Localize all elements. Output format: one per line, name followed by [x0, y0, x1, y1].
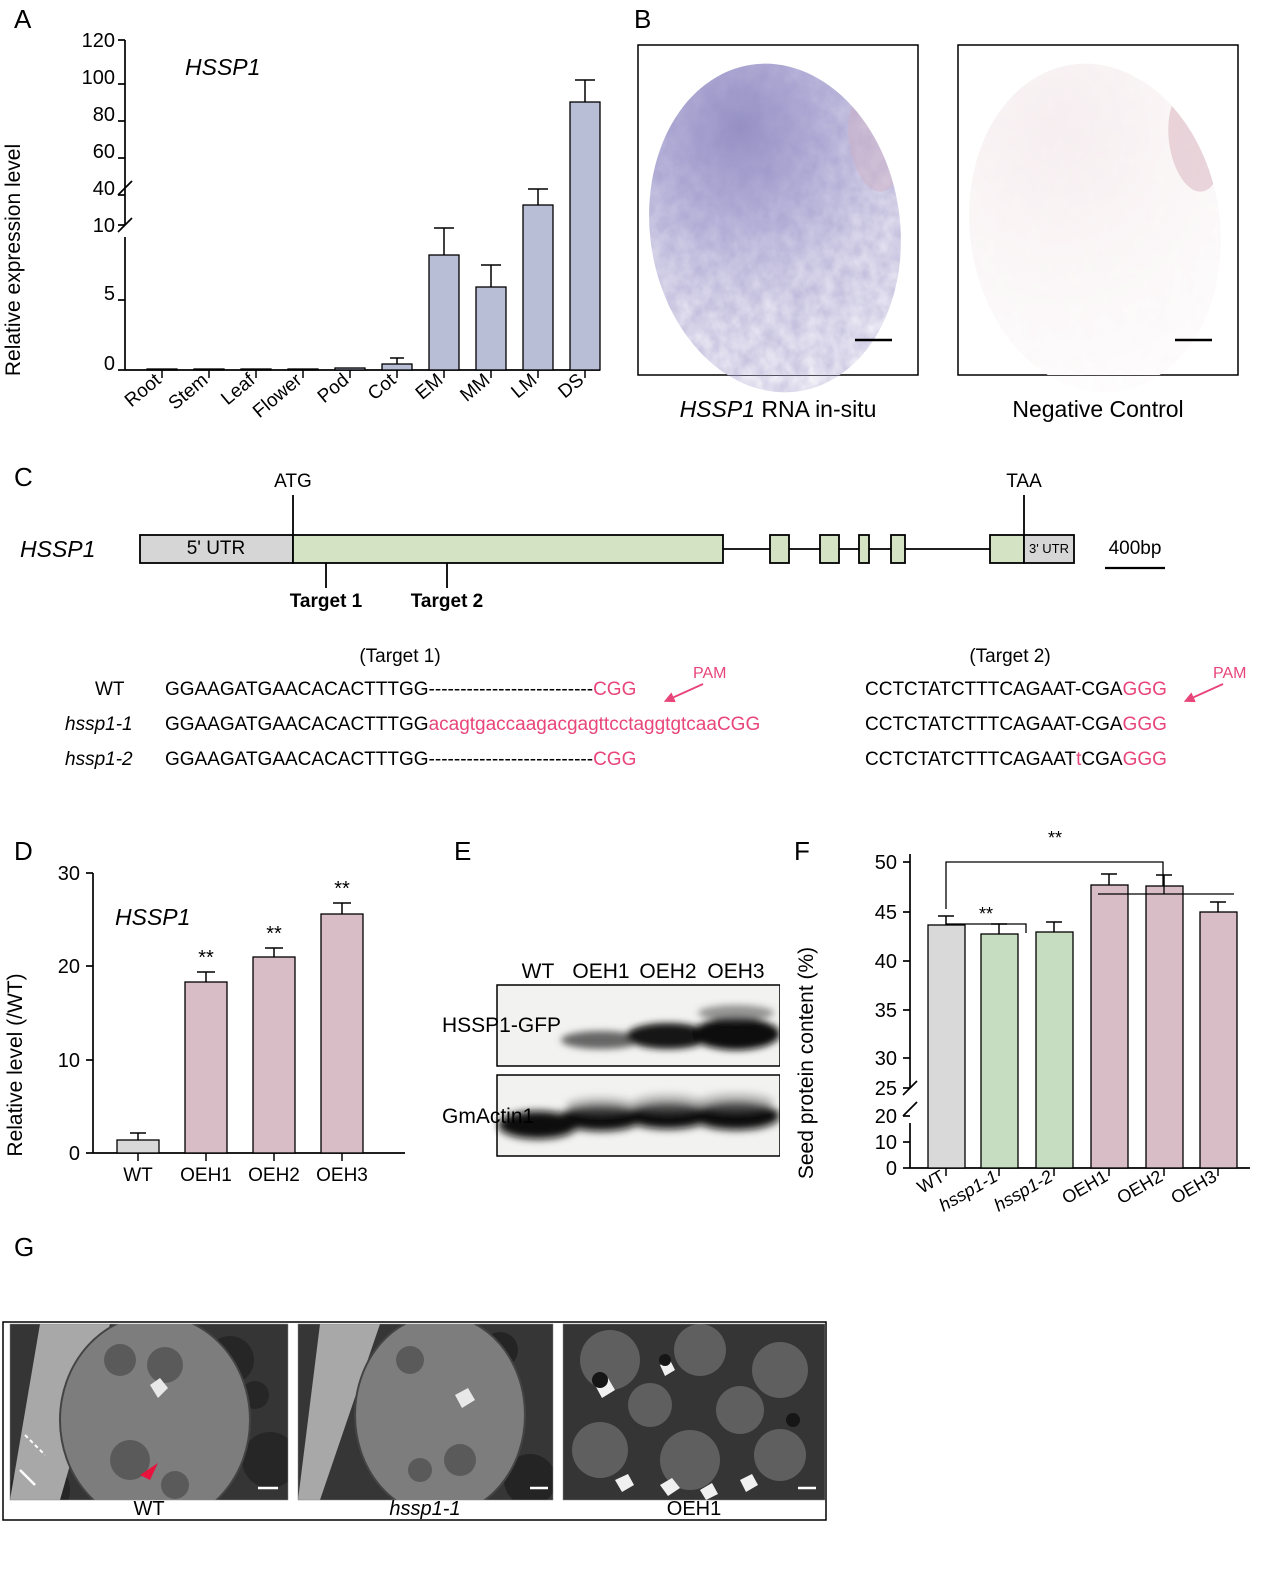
svg-text:Seed protein content (%): Seed protein content (%) — [795, 947, 818, 1179]
svg-text:PAM: PAM — [1213, 665, 1246, 682]
svg-text:WT: WT — [522, 960, 555, 983]
svg-text:Pod: Pod — [314, 370, 353, 408]
svg-text:GGAAGATGAACACACTTTGGacagtgacca: GGAAGATGAACACACTTTGGacagtgaccaagacgagttc… — [165, 714, 760, 735]
svg-text:HSSP1: HSSP1 — [115, 904, 190, 930]
svg-text:10: 10 — [93, 215, 115, 237]
svg-text:Negative Control: Negative Control — [1012, 396, 1183, 422]
svg-text:30: 30 — [58, 863, 80, 885]
svg-text:OEH1: OEH1 — [667, 1498, 721, 1520]
svg-text:PAM: PAM — [693, 665, 726, 682]
svg-text:OEH2: OEH2 — [248, 1165, 300, 1186]
svg-text:OEH1: OEH1 — [180, 1165, 232, 1186]
svg-text:EM: EM — [412, 370, 447, 404]
svg-text:80: 80 — [93, 104, 115, 126]
svg-text:(Target 2): (Target 2) — [969, 646, 1050, 667]
svg-text:0: 0 — [69, 1143, 80, 1165]
svg-text:OEH1: OEH1 — [572, 960, 629, 983]
svg-text:HSSP1: HSSP1 — [185, 54, 260, 80]
svg-text:WT: WT — [95, 679, 125, 700]
svg-text:120: 120 — [82, 30, 115, 52]
svg-text:Relative level (/WT): Relative level (/WT) — [4, 973, 27, 1156]
svg-text:OEH2: OEH2 — [639, 960, 696, 983]
svg-text:10: 10 — [875, 1132, 897, 1154]
svg-text:hssp1-2: hssp1-2 — [65, 749, 133, 770]
svg-text:OEH3: OEH3 — [1168, 1166, 1220, 1208]
svg-text:40: 40 — [93, 178, 115, 200]
svg-text:10: 10 — [58, 1050, 80, 1072]
svg-text:HSSP1-GFP: HSSP1-GFP — [442, 1014, 561, 1037]
svg-text:GGAAGATGAACACACTTTGG----------: GGAAGATGAACACACTTTGG--------------------… — [165, 749, 636, 770]
svg-text:CCTCTATCTTTCAGAAT-CGAGGG: CCTCTATCTTTCAGAAT-CGAGGG — [865, 714, 1167, 735]
svg-text:HSSP1: HSSP1 — [20, 536, 95, 562]
svg-text:hssp1-1: hssp1-1 — [65, 714, 133, 735]
svg-text:45: 45 — [875, 902, 897, 924]
svg-text:0: 0 — [104, 353, 115, 375]
svg-text:Cot: Cot — [364, 369, 401, 405]
svg-text:OEH2: OEH2 — [1114, 1166, 1166, 1208]
svg-text:OEH3: OEH3 — [707, 960, 764, 983]
svg-text:5: 5 — [104, 283, 115, 305]
svg-text:hssp1-1: hssp1-1 — [389, 1498, 460, 1520]
svg-text:LM: LM — [507, 370, 541, 403]
svg-text:CCTCTATCTTTCAGAATtCGAGGG: CCTCTATCTTTCAGAATtCGAGGG — [865, 749, 1167, 770]
svg-text:**: ** — [1048, 828, 1062, 848]
svg-text:100: 100 — [82, 67, 115, 89]
svg-text:OEH3: OEH3 — [316, 1165, 368, 1186]
svg-text:40: 40 — [875, 951, 897, 973]
svg-text:Stem: Stem — [165, 370, 212, 415]
svg-text:Target 1: Target 1 — [290, 591, 363, 612]
svg-text:Flower: Flower — [249, 369, 307, 422]
svg-text:25: 25 — [875, 1078, 897, 1100]
svg-text:CCTCTATCTTTCAGAAT-CGAGGG: CCTCTATCTTTCAGAAT-CGAGGG — [865, 679, 1167, 700]
svg-text:35: 35 — [875, 1000, 897, 1022]
svg-text:WT: WT — [914, 1166, 948, 1197]
svg-text:60: 60 — [93, 141, 115, 163]
svg-text:DS: DS — [554, 370, 588, 403]
svg-text:MM: MM — [456, 370, 494, 406]
svg-text:30: 30 — [875, 1048, 897, 1070]
svg-text:Root: Root — [121, 369, 166, 411]
svg-text:HSSP1 RNA in-situ: HSSP1 RNA in-situ — [680, 396, 877, 422]
svg-text:(Target 1): (Target 1) — [359, 646, 440, 667]
svg-text:Relative expression level: Relative expression level — [2, 144, 25, 376]
svg-text:20: 20 — [58, 956, 80, 978]
svg-text:OEH1: OEH1 — [1059, 1166, 1111, 1208]
svg-text:**: ** — [198, 947, 214, 969]
svg-text:5' UTR: 5' UTR — [187, 538, 246, 559]
svg-text:**: ** — [266, 923, 282, 945]
svg-text:ATG: ATG — [274, 471, 312, 492]
svg-text:Target 2: Target 2 — [411, 591, 484, 612]
svg-text:0: 0 — [886, 1158, 897, 1180]
svg-text:**: ** — [334, 878, 350, 900]
svg-text:GmActin1: GmActin1 — [442, 1105, 534, 1128]
svg-text:GGAAGATGAACACACTTTGG----------: GGAAGATGAACACACTTTGG--------------------… — [165, 679, 636, 700]
svg-text:WT: WT — [123, 1165, 153, 1186]
svg-text:3' UTR: 3' UTR — [1029, 541, 1069, 556]
svg-text:400bp: 400bp — [1109, 538, 1162, 559]
svg-text:TAA: TAA — [1006, 471, 1042, 492]
svg-text:50: 50 — [875, 852, 897, 874]
svg-text:20: 20 — [875, 1106, 897, 1128]
svg-text:hssp1-2: hssp1-2 — [991, 1166, 1056, 1215]
svg-text:WT: WT — [133, 1498, 164, 1520]
svg-text:**: ** — [979, 904, 993, 924]
